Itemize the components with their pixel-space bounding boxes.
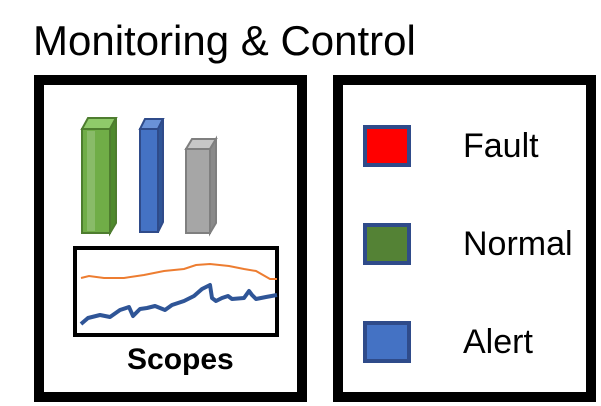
page-title: Monitoring & Control: [33, 17, 416, 64]
legend-panel: Fault Normal Alert: [333, 75, 596, 402]
scope-graphic: [73, 117, 279, 337]
scope-panel: Scopes: [34, 75, 307, 402]
scopes-label: Scopes: [127, 343, 234, 376]
bar-icon-gray: [184, 135, 218, 237]
bar-icon-green: [80, 117, 118, 237]
normal-swatch: [363, 223, 411, 265]
scope-trace-lower: [79, 283, 278, 326]
scope-display: [73, 246, 279, 337]
legend-label-normal: Normal: [463, 225, 573, 263]
legend-label-fault: Fault: [463, 127, 539, 165]
fault-swatch: [363, 125, 411, 167]
legend-label-alert: Alert: [463, 323, 533, 361]
alert-swatch: [363, 321, 411, 363]
scope-trace-upper: [80, 262, 277, 280]
bar-icon-blue: [138, 118, 165, 233]
